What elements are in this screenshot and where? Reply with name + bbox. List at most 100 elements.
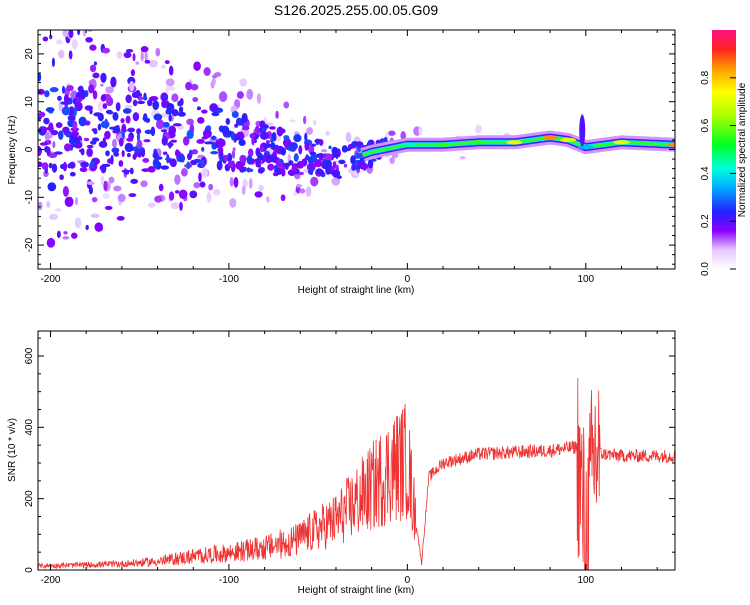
heatmap-noise-blob xyxy=(85,224,89,231)
heatmap-noise-blob xyxy=(80,148,85,156)
ridge-point xyxy=(435,142,452,147)
heatmap-noise-blob xyxy=(102,47,111,54)
heatmap-noise-blob xyxy=(310,176,319,187)
heatmap-blob xyxy=(141,168,151,172)
heatmap-blob xyxy=(162,121,170,128)
heatmap-noise-blob xyxy=(108,176,115,184)
heatmap-blob xyxy=(222,131,227,136)
x-tick-label: 100 xyxy=(577,575,594,586)
heatmap-blob xyxy=(304,141,310,151)
heatmap-blob xyxy=(238,139,246,146)
heatmap-blob xyxy=(78,116,87,127)
heatmap-noise-blob xyxy=(46,200,51,209)
ridge-point xyxy=(559,137,576,143)
ridge-point xyxy=(506,140,523,145)
figure-title: S126.2025.255.00.05.G09 xyxy=(274,2,438,18)
heatmap-noise-blob xyxy=(325,131,330,136)
heatmap-blob xyxy=(267,155,271,160)
heatmap-noise-blob xyxy=(105,86,114,94)
heatmap-blob xyxy=(257,163,262,168)
heatmap-noise-blob xyxy=(95,225,104,232)
heatmap-blob xyxy=(235,118,244,126)
heatmap-blob xyxy=(318,152,324,161)
heatmap-blob xyxy=(298,171,304,176)
heatmap-noise-blob xyxy=(248,177,253,189)
heatmap-blob xyxy=(64,102,68,108)
heatmap-noise-blob xyxy=(100,83,104,87)
heatmap-noise-blob xyxy=(174,190,180,194)
heatmap-blob xyxy=(50,129,59,136)
y-tick-label: 0 xyxy=(24,567,35,573)
heatmap-spike xyxy=(579,114,586,147)
spectrogram-heatmap xyxy=(38,30,675,248)
x-tick-label: -200 xyxy=(40,575,60,586)
heatmap-noise-blob xyxy=(52,141,56,149)
heatmap-noise-blob xyxy=(74,101,83,112)
heatmap-blob xyxy=(38,111,46,118)
heatmap-blob xyxy=(100,120,110,129)
heatmap-noise-blob xyxy=(48,213,58,220)
heatmap-blob xyxy=(100,94,107,102)
snr-ylabel: SNR (10 * v/v) xyxy=(7,418,18,482)
heatmap-blob xyxy=(83,137,90,142)
heatmap-noise-blob xyxy=(266,196,270,203)
heatmap-noise-blob xyxy=(58,49,65,59)
heatmap-noise-blob xyxy=(178,189,188,200)
heatmap-blob xyxy=(41,162,49,171)
heatmap-noise-blob xyxy=(102,193,110,199)
heatmap-blob xyxy=(161,99,168,109)
heatmap-noise-blob xyxy=(170,202,180,210)
heatmap-blob xyxy=(92,90,98,100)
heatmap-blob xyxy=(107,158,114,164)
heatmap-noise-blob xyxy=(38,201,43,211)
heatmap-noise-blob xyxy=(82,30,87,37)
colorbar-tick-label: 0.0 xyxy=(700,262,711,276)
heatmap-noise-blob xyxy=(38,72,42,82)
heatmap-blob xyxy=(63,94,69,104)
heatmap-blob xyxy=(210,150,219,155)
heatmap-blob xyxy=(69,161,76,169)
heatmap-noise-blob xyxy=(387,130,396,136)
heatmap-noise-blob xyxy=(54,208,62,212)
heatmap-blob xyxy=(265,140,270,144)
heatmap-blob xyxy=(177,154,186,163)
heatmap-blob xyxy=(41,126,48,133)
heatmap-noise-blob xyxy=(229,198,237,208)
heatmap-noise-blob xyxy=(63,231,68,235)
heatmap-noise-blob xyxy=(231,149,236,159)
heatmap-noise-blob xyxy=(56,39,63,45)
heatmap-noise-blob xyxy=(89,64,97,73)
snr-xlabel: Height of straight line (km) xyxy=(298,585,415,596)
colorbar: 0.0 0.2 0.4 0.6 0.8 Normalized spectral ampl… xyxy=(700,30,748,276)
heatmap-blob xyxy=(136,139,143,149)
heatmap-blob xyxy=(55,122,63,129)
heatmap-blob xyxy=(171,109,179,117)
heatmap-blob xyxy=(307,156,315,165)
heatmap-blob xyxy=(172,123,182,127)
heatmap-blob xyxy=(223,154,229,162)
heatmap-noise-blob xyxy=(123,51,132,59)
heatmap-blob xyxy=(186,161,191,170)
heatmap-blob xyxy=(136,132,141,143)
ridge-point xyxy=(470,140,487,145)
heatmap-noise-blob xyxy=(189,190,198,199)
heatmap-noise-blob xyxy=(103,180,108,192)
heatmap-noise-blob xyxy=(165,78,175,87)
heatmap-blob xyxy=(226,152,233,163)
heatmap-noise-blob xyxy=(241,185,246,196)
heatmap-blob xyxy=(152,158,160,169)
heatmap-blob xyxy=(282,162,291,167)
heatmap-blob xyxy=(38,88,45,95)
heatmap-blob xyxy=(78,89,86,99)
heatmap-blob xyxy=(196,106,202,111)
heatmap-noise-blob xyxy=(144,59,151,64)
heatmap-noise-blob xyxy=(69,171,76,177)
heatmap-blob xyxy=(291,164,298,173)
heatmap-blob xyxy=(260,123,266,129)
heatmap-noise-blob xyxy=(72,143,78,148)
heatmap-noise-blob xyxy=(116,51,123,59)
heatmap-noise-blob xyxy=(62,185,69,197)
heatmap-blob xyxy=(48,153,58,159)
